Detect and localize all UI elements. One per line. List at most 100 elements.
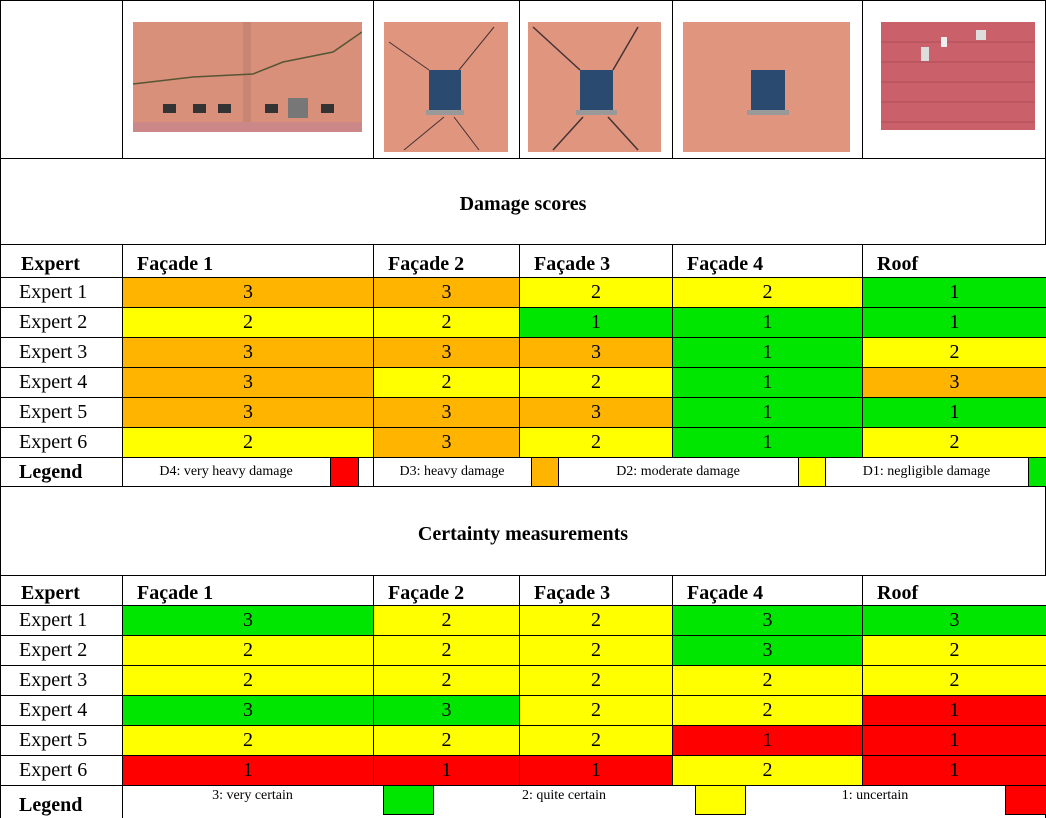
legend-label: Legend bbox=[0, 457, 123, 487]
legend-text: D1: negligible damage bbox=[862, 463, 991, 479]
legend-swatch bbox=[330, 457, 359, 487]
legend-text: D3: heavy damage bbox=[399, 463, 505, 479]
score-cell: 2 bbox=[672, 277, 863, 308]
legend-label: Legend bbox=[0, 785, 123, 818]
column-header: Façade 1 bbox=[122, 575, 374, 606]
score-cell: 2 bbox=[862, 665, 1046, 696]
score-cell: 3 bbox=[373, 695, 520, 726]
score-cell: 3 bbox=[373, 277, 520, 308]
score-cell: 3 bbox=[373, 427, 520, 458]
column-header: Expert bbox=[0, 575, 123, 606]
section-title: Certainty measurements bbox=[0, 486, 1046, 576]
expert-label: Expert 2 bbox=[0, 635, 123, 666]
column-header: Expert bbox=[0, 244, 123, 278]
score-cell: 2 bbox=[373, 367, 520, 398]
score-cell: 2 bbox=[519, 427, 673, 458]
score-cell: 1 bbox=[672, 367, 863, 398]
column-header: Façade 4 bbox=[672, 244, 863, 278]
expert-label: Expert 6 bbox=[0, 755, 123, 786]
score-cell: 2 bbox=[672, 695, 863, 726]
score-cell: 2 bbox=[122, 307, 374, 338]
score-cell: 3 bbox=[519, 397, 673, 428]
expert-label: Expert 3 bbox=[0, 337, 123, 368]
score-cell: 3 bbox=[672, 605, 863, 636]
score-cell: 2 bbox=[373, 635, 520, 666]
score-cell: 3 bbox=[122, 695, 374, 726]
score-cell: 2 bbox=[862, 635, 1046, 666]
facade-4-photo bbox=[683, 22, 850, 152]
legend-swatch bbox=[531, 457, 559, 487]
expert-label: Expert 3 bbox=[0, 665, 123, 696]
score-cell: 2 bbox=[373, 605, 520, 636]
score-cell: 2 bbox=[862, 427, 1046, 458]
legend-swatch bbox=[1005, 785, 1046, 815]
section-title: Damage scores bbox=[0, 158, 1046, 245]
score-cell: 1 bbox=[862, 397, 1046, 428]
score-cell: 2 bbox=[672, 665, 863, 696]
legend-text: 2: quite certain bbox=[522, 788, 606, 803]
expert-label: Expert 5 bbox=[0, 397, 123, 428]
score-cell: 1 bbox=[672, 397, 863, 428]
score-cell: 2 bbox=[519, 665, 673, 696]
facade-1-photo bbox=[133, 22, 362, 132]
score-cell: 3 bbox=[862, 367, 1046, 398]
expert-label: Expert 2 bbox=[0, 307, 123, 338]
score-cell: 2 bbox=[519, 367, 673, 398]
score-cell: 2 bbox=[519, 635, 673, 666]
score-cell: 1 bbox=[672, 427, 863, 458]
expert-label: Expert 6 bbox=[0, 427, 123, 458]
expert-label: Expert 4 bbox=[0, 695, 123, 726]
legend-swatch bbox=[798, 457, 826, 487]
column-header: Façade 1 bbox=[122, 244, 374, 278]
score-cell: 2 bbox=[373, 665, 520, 696]
score-cell: 3 bbox=[122, 397, 374, 428]
facade-2-photo bbox=[384, 22, 508, 152]
score-cell: 3 bbox=[672, 635, 863, 666]
score-cell: 3 bbox=[122, 605, 374, 636]
column-header: Roof bbox=[862, 575, 1046, 606]
legend-swatch bbox=[695, 785, 746, 815]
score-cell: 1 bbox=[672, 337, 863, 368]
column-header: Façade 4 bbox=[672, 575, 863, 606]
score-cell: 3 bbox=[373, 397, 520, 428]
score-cell: 2 bbox=[862, 337, 1046, 368]
legend-text: 1: uncertain bbox=[841, 788, 909, 803]
score-cell: 1 bbox=[862, 277, 1046, 308]
legend-swatch bbox=[383, 785, 434, 815]
column-header: Roof bbox=[862, 244, 1046, 278]
score-cell: 3 bbox=[122, 337, 374, 368]
legend-text: D4: very heavy damage bbox=[159, 463, 293, 479]
column-header: Façade 2 bbox=[373, 575, 520, 606]
legend-swatch bbox=[1028, 457, 1046, 487]
facade-3-photo bbox=[528, 22, 661, 152]
score-cell: 1 bbox=[672, 725, 863, 756]
legend-text: 3: very certain bbox=[212, 788, 293, 803]
score-cell: 2 bbox=[519, 695, 673, 726]
legend-divider bbox=[373, 457, 374, 487]
score-cell: 3 bbox=[122, 367, 374, 398]
column-header: Façade 2 bbox=[373, 244, 520, 278]
expert-label: Expert 4 bbox=[0, 367, 123, 398]
column-header: Façade 3 bbox=[519, 575, 673, 606]
score-cell: 2 bbox=[122, 725, 374, 756]
score-cell: 2 bbox=[373, 307, 520, 338]
score-cell: 2 bbox=[519, 725, 673, 756]
score-cell: 3 bbox=[373, 337, 520, 368]
score-cell: 2 bbox=[122, 635, 374, 666]
score-cell: 1 bbox=[862, 307, 1046, 338]
score-cell: 2 bbox=[122, 665, 374, 696]
score-cell: 1 bbox=[862, 725, 1046, 756]
score-cell: 2 bbox=[373, 725, 520, 756]
expert-label: Expert 1 bbox=[0, 605, 123, 636]
score-cell: 1 bbox=[862, 695, 1046, 726]
score-cell: 3 bbox=[519, 337, 673, 368]
roof-photo bbox=[881, 22, 1035, 130]
score-cell: 2 bbox=[122, 427, 374, 458]
legend-text: D2: moderate damage bbox=[616, 463, 740, 479]
column-header: Façade 3 bbox=[519, 244, 673, 278]
score-cell: 1 bbox=[672, 307, 863, 338]
expert-label: Expert 5 bbox=[0, 725, 123, 756]
score-cell: 2 bbox=[519, 605, 673, 636]
score-cell: 3 bbox=[862, 605, 1046, 636]
